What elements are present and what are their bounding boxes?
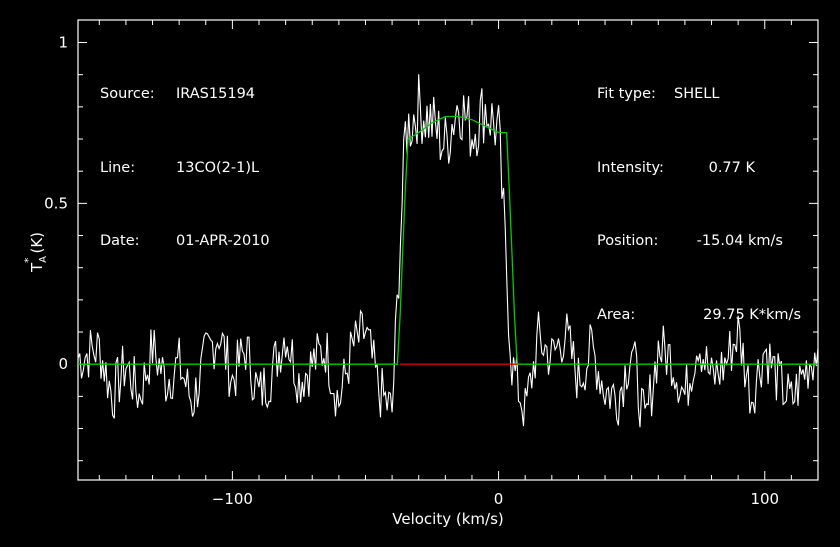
position-row: Position: -15.04 km/s	[597, 229, 801, 254]
area-value: 29.75 K*km/s	[703, 306, 801, 323]
y-tick-label: 0.5	[44, 194, 68, 212]
plot-series	[78, 74, 818, 428]
y-tick-labels: 00.51	[44, 34, 68, 374]
axis-ticks	[78, 20, 819, 480]
y-tick-label: 1	[58, 34, 68, 52]
svg-text:TA*(K): TA*(K)	[22, 232, 49, 273]
line-key: Line:	[100, 159, 136, 176]
x-tick-label: −100	[212, 490, 253, 508]
fit-type-key: Fit type:	[597, 86, 656, 102]
y-axis-label: TA*(K)	[22, 232, 49, 273]
area-row: Area: 29.75 K*km/s	[597, 303, 801, 328]
position-key: Position:	[597, 233, 659, 249]
source-row: Source: IRAS15194	[100, 82, 270, 107]
line-row: Line: 13CO(2-1)L	[100, 156, 270, 181]
plot-frame	[77, 19, 819, 481]
x-tick-label: 100	[750, 490, 779, 508]
fit-type-row: Fit type: SHELL	[597, 82, 801, 107]
plot-area	[78, 74, 818, 428]
source-key: Source:	[100, 86, 155, 102]
y-tick-label: 0	[58, 355, 68, 373]
x-tick-labels: −100 0 100	[212, 490, 779, 508]
area-key: Area:	[597, 306, 636, 323]
observation-info: Source: IRAS15194 Line: 13CO(2-1)L Date:…	[100, 33, 270, 278]
spectrum-trace	[78, 74, 818, 428]
date-row: Date: 01-APR-2010	[100, 229, 270, 254]
date-value: 01-APR-2010	[176, 233, 270, 249]
intensity-value: 0.77 K	[708, 159, 755, 176]
source-value: IRAS15194	[176, 86, 256, 102]
x-tick-label: 0	[494, 490, 504, 508]
shell-fit-curve	[78, 115, 818, 365]
intensity-row: Intensity: 0.77 K	[597, 156, 801, 181]
fit-info: Fit type: SHELL Intensity: 0.77 K Positi…	[597, 33, 801, 352]
x-axis-label: Velocity (km/s)	[392, 510, 503, 528]
date-key: Date:	[100, 233, 140, 249]
fit-type-value: SHELL	[674, 86, 720, 102]
intensity-key: Intensity:	[597, 159, 664, 176]
position-value: -15.04 km/s	[696, 233, 783, 249]
line-value: 13CO(2-1)L	[176, 159, 260, 176]
